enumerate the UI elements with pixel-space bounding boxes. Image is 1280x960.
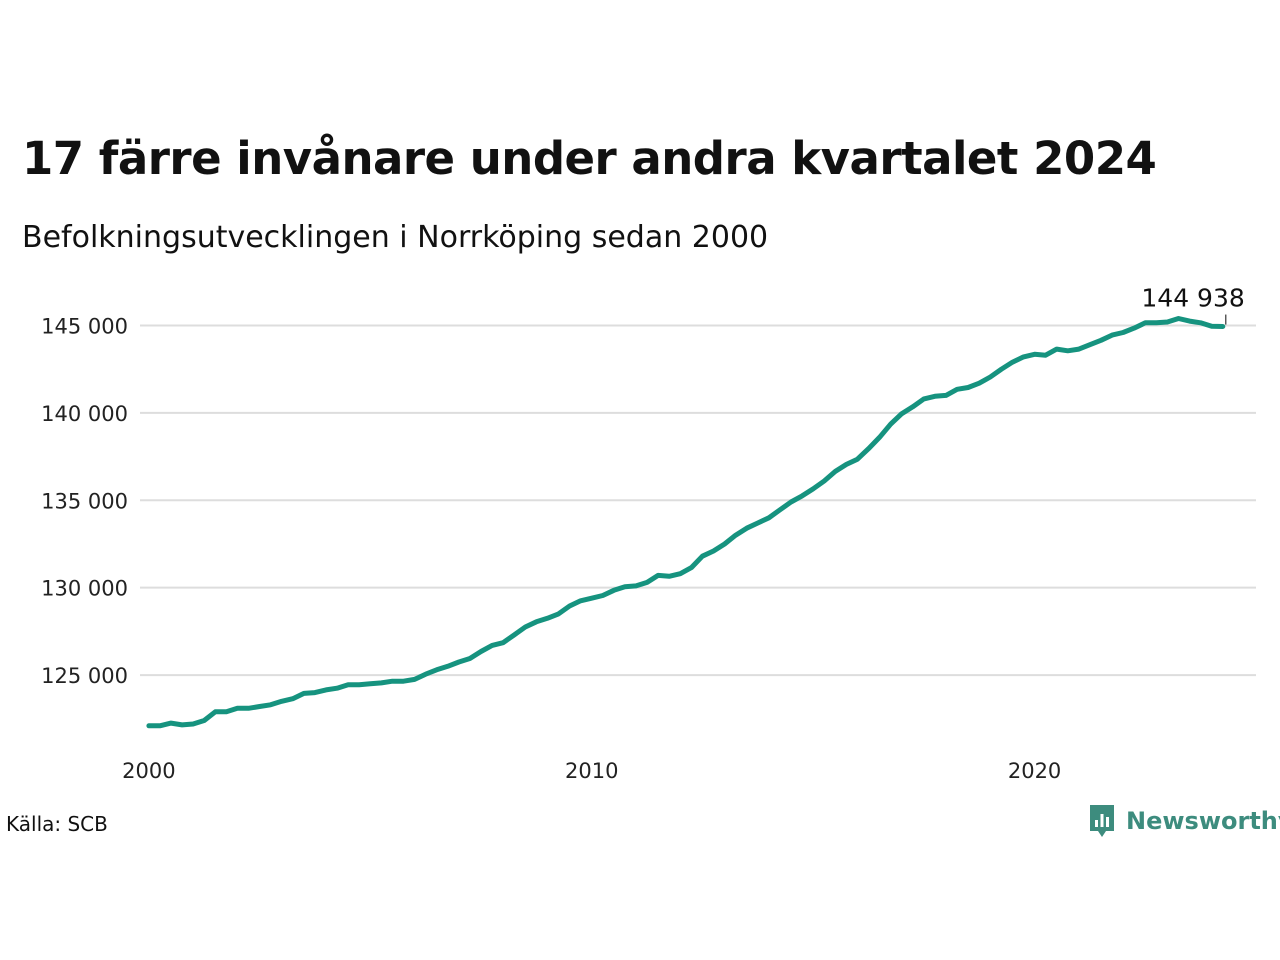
logo-text: Newsworthy bbox=[1126, 807, 1280, 835]
x-tick-label: 2010 bbox=[565, 759, 618, 783]
end-value-annotation: 144 938 bbox=[1141, 284, 1245, 325]
source-note: Källa: SCB bbox=[6, 812, 108, 836]
y-tick-label: 140 000 bbox=[41, 402, 128, 426]
series-line bbox=[146, 316, 1226, 729]
x-axis-tick-labels: 2000 2010 2020 bbox=[122, 759, 1061, 783]
y-axis-tick-labels: 125 000 130 000 135 000 140 000 145 000 bbox=[41, 314, 128, 688]
x-tick-label: 2020 bbox=[1008, 759, 1061, 783]
y-tick-label: 130 000 bbox=[41, 577, 128, 601]
y-tick-label: 145 000 bbox=[41, 314, 128, 338]
chart-subtitle: Befolkningsutvecklingen i Norrköping sed… bbox=[22, 220, 769, 255]
end-value-label: 144 938 bbox=[1141, 284, 1244, 313]
newsworthy-logo: Newsworthy bbox=[1088, 803, 1280, 839]
grid-lines bbox=[140, 324, 1256, 677]
newsworthy-logo-icon bbox=[1090, 805, 1114, 837]
chart-title: 17 färre invånare under andra kvartalet … bbox=[22, 132, 1157, 185]
series-layer bbox=[146, 316, 1226, 729]
y-tick-label: 125 000 bbox=[41, 664, 128, 688]
x-tick-label: 2000 bbox=[122, 759, 175, 783]
y-tick-label: 135 000 bbox=[41, 489, 128, 513]
